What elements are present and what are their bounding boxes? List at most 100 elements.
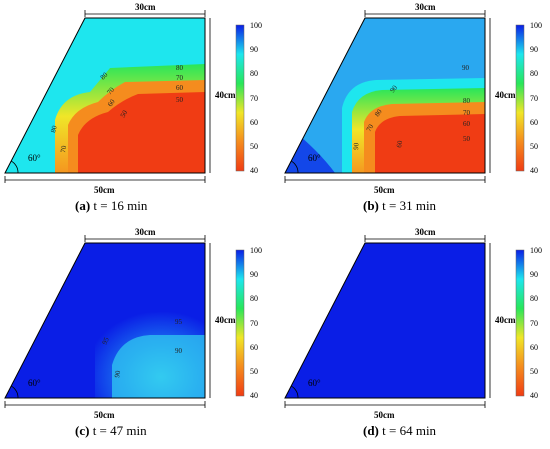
contour-label: 95 xyxy=(175,318,183,326)
colorbar-tick: 100 xyxy=(250,21,262,30)
colorbar-tick: 80 xyxy=(530,69,538,78)
caption-c: (c) t = 47 min xyxy=(75,423,147,439)
caption-text: t = 64 min xyxy=(378,423,437,438)
contour-label: 80 xyxy=(49,124,59,133)
colorbar-tick: 90 xyxy=(250,270,258,279)
colorbar-tick: 50 xyxy=(530,367,538,376)
colorbar-tick: 40 xyxy=(250,166,258,175)
heatmap-a: 30cm 40cm 50cm 60° 80 70 60 50 80 70 60 … xyxy=(4,2,262,195)
caption-letter: (c) xyxy=(75,423,90,438)
slab-outline xyxy=(284,242,486,399)
angle-label: 60° xyxy=(28,378,41,388)
angle-label: 60° xyxy=(308,153,321,163)
caption-a: (a) t = 16 min xyxy=(75,198,147,214)
angle-arc xyxy=(10,160,19,174)
dim-bottom-label: 50cm xyxy=(94,185,115,195)
colorbar xyxy=(515,249,525,397)
colorbar-tick: 60 xyxy=(530,118,538,127)
colorbar-tick: 80 xyxy=(250,69,258,78)
contour-label: 60 xyxy=(395,140,404,149)
colorbar-tick: 60 xyxy=(530,343,538,352)
region-hot xyxy=(112,335,205,398)
colorbar-tick: 70 xyxy=(250,319,258,328)
colorbar-tick: 60 xyxy=(250,118,258,127)
contour-label: 90 xyxy=(462,64,470,72)
contour-label: 70 xyxy=(59,145,68,154)
dim-top-label: 30cm xyxy=(415,2,436,12)
contour-label: 90 xyxy=(175,347,183,355)
colorbar xyxy=(235,24,245,172)
colorbar-tick: 40 xyxy=(530,391,538,400)
colorbar-tick: 80 xyxy=(530,294,538,303)
dim-bottom-label: 50cm xyxy=(94,410,115,420)
colorbar-tick: 70 xyxy=(530,94,538,103)
colorbar-tick: 50 xyxy=(250,142,258,151)
caption-letter: (b) xyxy=(363,198,379,213)
contour-label: 90 xyxy=(113,370,122,379)
angle-arc xyxy=(10,385,19,399)
contour-label: 70 xyxy=(365,123,376,133)
colorbar-tick: 50 xyxy=(250,367,258,376)
colorbar-tick: 70 xyxy=(250,94,258,103)
dim-right-label: 40cm xyxy=(215,90,236,100)
dim-bottom-label: 50cm xyxy=(374,185,395,195)
dim-right-label: 40cm xyxy=(215,315,236,325)
colorbar-tick: 100 xyxy=(250,246,262,255)
dim-bottom-label: 50cm xyxy=(374,410,395,420)
dim-top-label: 30cm xyxy=(415,227,436,237)
contour-label: 70 xyxy=(176,74,184,82)
caption-text: t = 47 min xyxy=(89,423,147,438)
colorbar-tick: 40 xyxy=(530,166,538,175)
panel-b: 30cm 40cm 50cm 60° 90 80 70 60 50 90 80 … xyxy=(280,0,550,213)
dim-right-label: 40cm xyxy=(495,90,516,100)
contour-label: 80 xyxy=(373,107,384,118)
heatmap-b: 30cm 40cm 50cm 60° 90 80 70 60 50 90 80 … xyxy=(284,2,542,195)
dim-top-label: 30cm xyxy=(135,2,156,12)
contour-label: 70 xyxy=(105,85,116,96)
colorbar-tick: 80 xyxy=(250,294,258,303)
angle-label: 60° xyxy=(28,153,41,163)
contour-label: 90 xyxy=(352,142,361,150)
panel-d: 30cm 40cm 50cm 60° 100 90 80 70 60 50 40… xyxy=(280,225,550,438)
colorbar-tick: 100 xyxy=(530,246,542,255)
contour-label: 90 xyxy=(388,83,399,94)
caption-letter: (a) xyxy=(75,198,91,213)
angle-label: 60° xyxy=(308,378,321,388)
colorbar xyxy=(235,249,245,397)
colorbar-tick: 100 xyxy=(530,21,542,30)
region-hot xyxy=(78,92,205,173)
slab-outline xyxy=(4,17,206,174)
caption-text: t = 31 min xyxy=(378,198,437,213)
colorbar-tick: 90 xyxy=(530,270,538,279)
contour-label: 50 xyxy=(176,96,184,104)
colorbar xyxy=(515,24,525,172)
colorbar-tick: 70 xyxy=(530,319,538,328)
angle-arc xyxy=(290,385,299,399)
contour-label: 50 xyxy=(463,135,471,143)
contour-label: 50 xyxy=(119,109,130,119)
contour-label: 80 xyxy=(176,64,184,72)
slab-outline xyxy=(4,242,206,399)
contour-label: 80 xyxy=(99,70,110,81)
colorbar-tick: 60 xyxy=(250,343,258,352)
caption-b: (b) t = 31 min xyxy=(363,198,436,214)
angle-arc xyxy=(290,160,299,174)
contour-label: 60 xyxy=(106,97,117,108)
contour-label: 70 xyxy=(463,109,471,117)
contour-label: 95 xyxy=(101,336,111,346)
contour-label: 80 xyxy=(463,97,471,105)
colorbar-tick: 90 xyxy=(530,45,538,54)
contour-label: 60 xyxy=(176,84,184,92)
colorbar-tick: 40 xyxy=(250,391,258,400)
panel-c: 30cm 40cm 50cm 60° 95 90 95 90 100 90 80… xyxy=(0,225,275,438)
contour-label: 60 xyxy=(463,120,471,128)
caption-text: t = 16 min xyxy=(90,198,148,213)
colorbar-tick: 50 xyxy=(530,142,538,151)
heatmap-d: 30cm 40cm 50cm 60° 100 90 80 70 60 50 40 xyxy=(284,227,542,420)
slab-outline xyxy=(284,17,486,174)
caption-d: (d) t = 64 min xyxy=(363,423,436,439)
heatmap-c: 30cm 40cm 50cm 60° 95 90 95 90 100 90 80… xyxy=(4,227,262,420)
dim-right-label: 40cm xyxy=(495,315,516,325)
caption-letter: (d) xyxy=(363,423,379,438)
panel-a: 30cm 40cm 50cm 60° 80 70 60 50 80 70 60 … xyxy=(0,0,275,213)
